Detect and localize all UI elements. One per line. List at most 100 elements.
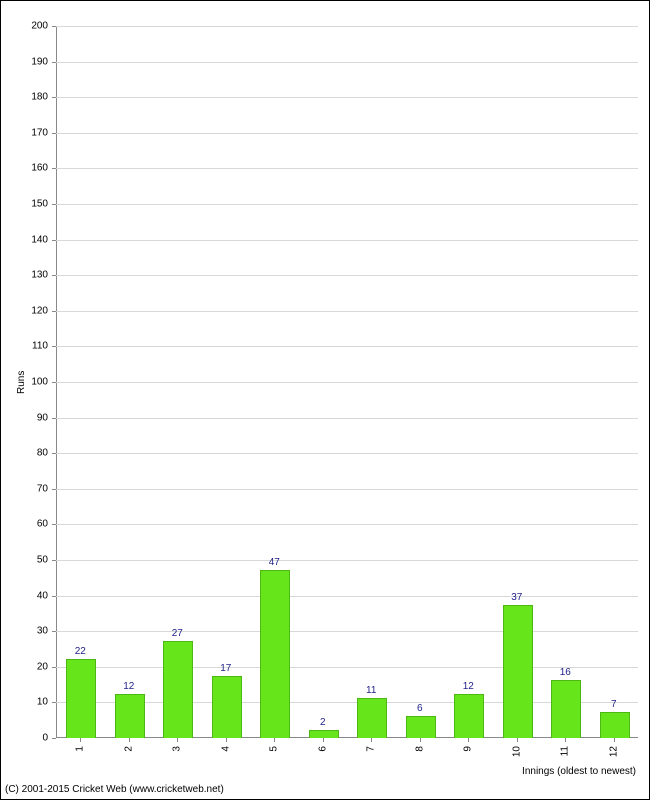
x-tick-label: 2	[123, 746, 134, 752]
bar	[357, 698, 387, 738]
gridline	[56, 596, 638, 597]
bar-value-label: 37	[511, 592, 522, 603]
y-tick	[52, 240, 56, 241]
y-tick-label: 100	[24, 377, 48, 388]
y-tick	[52, 524, 56, 525]
x-tick-label: 12	[608, 746, 619, 757]
y-tick-label: 110	[24, 341, 48, 352]
bar	[503, 605, 533, 738]
y-tick	[52, 631, 56, 632]
x-tick-label: 1	[75, 746, 86, 752]
bar-value-label: 47	[269, 557, 280, 568]
x-tick-label: 11	[560, 746, 571, 756]
y-tick	[52, 453, 56, 454]
bar	[551, 680, 581, 738]
gridline	[56, 204, 638, 205]
y-tick	[52, 62, 56, 63]
x-tick-label: 3	[172, 746, 183, 752]
y-tick	[52, 97, 56, 98]
gridline	[56, 311, 638, 312]
y-tick-label: 190	[24, 56, 48, 67]
bar-value-label: 22	[75, 646, 86, 657]
bar	[309, 730, 339, 738]
y-tick-label: 20	[24, 661, 48, 672]
y-tick-label: 150	[24, 199, 48, 210]
y-tick-label: 30	[24, 626, 48, 637]
bar-value-label: 16	[560, 667, 571, 678]
gridline	[56, 560, 638, 561]
gridline	[56, 418, 638, 419]
y-tick-label: 140	[24, 234, 48, 245]
x-tick	[468, 738, 469, 742]
y-tick	[52, 26, 56, 27]
x-tick	[323, 738, 324, 742]
y-tick	[52, 489, 56, 490]
gridline	[56, 133, 638, 134]
bar-value-label: 12	[463, 681, 474, 692]
y-tick	[52, 418, 56, 419]
x-tick	[517, 738, 518, 742]
gridline	[56, 97, 638, 98]
gridline	[56, 489, 638, 490]
gridline	[56, 275, 638, 276]
y-tick	[52, 738, 56, 739]
y-tick	[52, 133, 56, 134]
y-tick-label: 70	[24, 483, 48, 494]
gridline	[56, 240, 638, 241]
bar	[212, 676, 242, 738]
x-tick	[614, 738, 615, 742]
x-tick-label: 7	[366, 746, 377, 752]
y-tick	[52, 275, 56, 276]
y-tick-label: 120	[24, 305, 48, 316]
x-tick-label: 8	[414, 746, 425, 752]
y-tick-label: 80	[24, 448, 48, 459]
y-tick-label: 0	[24, 733, 48, 744]
bar-value-label: 7	[611, 699, 617, 710]
bar-value-label: 2	[320, 717, 326, 728]
x-tick	[371, 738, 372, 742]
x-tick-label: 9	[463, 746, 474, 752]
y-tick-label: 160	[24, 163, 48, 174]
y-tick	[52, 560, 56, 561]
y-tick-label: 50	[24, 555, 48, 566]
bar-value-label: 11	[366, 685, 376, 696]
gridline	[56, 62, 638, 63]
y-tick-label: 60	[24, 519, 48, 530]
plot-area: 221227174721161237167	[56, 26, 638, 738]
gridline	[56, 453, 638, 454]
bar	[260, 570, 290, 738]
x-tick-label: 5	[269, 746, 280, 752]
chart-container: 221227174721161237167 Runs Innings (olde…	[0, 0, 650, 800]
y-tick	[52, 702, 56, 703]
x-tick	[274, 738, 275, 742]
gridline	[56, 667, 638, 668]
y-tick-label: 200	[24, 21, 48, 32]
gridline	[56, 631, 638, 632]
gridline	[56, 346, 638, 347]
x-tick-label: 4	[220, 746, 231, 752]
x-tick	[565, 738, 566, 742]
y-tick-label: 10	[24, 697, 48, 708]
bar	[163, 641, 193, 738]
gridline	[56, 382, 638, 383]
bar	[66, 659, 96, 738]
y-tick-label: 170	[24, 127, 48, 138]
gridline	[56, 168, 638, 169]
y-tick	[52, 346, 56, 347]
y-tick	[52, 311, 56, 312]
bar	[600, 712, 630, 738]
x-tick	[226, 738, 227, 742]
y-tick	[52, 596, 56, 597]
x-tick	[420, 738, 421, 742]
bar-value-label: 6	[417, 703, 423, 714]
y-tick-label: 130	[24, 270, 48, 281]
y-tick-label: 90	[24, 412, 48, 423]
bar-value-label: 17	[220, 663, 231, 674]
y-tick	[52, 204, 56, 205]
x-tick	[177, 738, 178, 742]
x-tick-label: 6	[317, 746, 328, 752]
bar-value-label: 27	[172, 628, 183, 639]
copyright-text: (C) 2001-2015 Cricket Web (www.cricketwe…	[5, 784, 224, 795]
x-tick	[80, 738, 81, 742]
y-tick	[52, 168, 56, 169]
